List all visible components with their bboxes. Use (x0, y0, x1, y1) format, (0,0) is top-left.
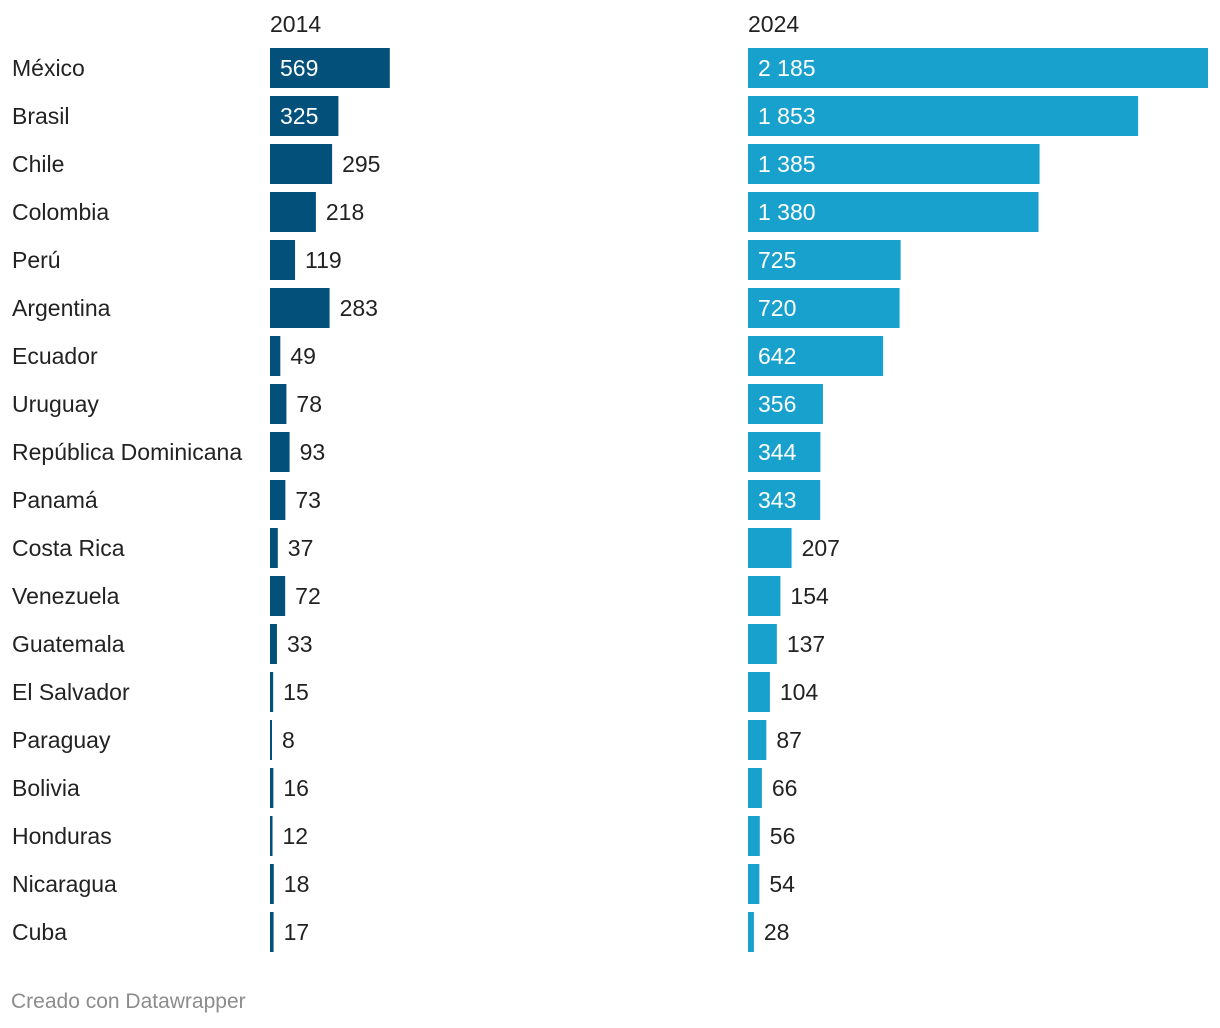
bar-2014 (270, 336, 281, 376)
data-label-2024: 725 (758, 247, 796, 273)
country-label: Ecuador (12, 343, 98, 369)
bar-2024 (748, 336, 884, 376)
bar-2024 (748, 672, 770, 712)
country-label: Honduras (12, 823, 112, 849)
data-label-2024: 356 (758, 391, 796, 417)
data-label-2024: 720 (758, 295, 796, 321)
bar-2024 (748, 864, 760, 904)
bar-2014 (270, 432, 290, 472)
bar-2014 (270, 576, 286, 616)
data-label-2014: 17 (284, 919, 310, 945)
data-label-2014: 15 (283, 679, 309, 705)
country-label: Costa Rica (12, 535, 125, 561)
data-label-2024: 104 (780, 679, 819, 705)
bar-2014 (270, 144, 333, 184)
data-label-2024: 137 (787, 631, 825, 657)
data-label-2014: 49 (290, 343, 316, 369)
bar-2014 (270, 720, 272, 760)
country-label: Nicaragua (12, 871, 117, 897)
data-label-2014: 12 (283, 823, 309, 849)
data-label-2014: 16 (283, 775, 309, 801)
bar-2014 (270, 912, 274, 952)
bar-2014 (270, 288, 330, 328)
bar-2024 (748, 96, 1139, 136)
bar-2014 (270, 192, 316, 232)
bar-2024 (748, 624, 777, 664)
data-label-2014: 78 (296, 391, 322, 417)
bar-2024 (748, 288, 900, 328)
bar-2014 (270, 672, 274, 712)
data-label-2024: 207 (802, 535, 840, 561)
data-label-2014: 37 (288, 535, 314, 561)
data-label-2024: 154 (790, 583, 829, 609)
series-header-2024: 2024 (748, 11, 799, 37)
data-label-2024: 1 380 (758, 199, 816, 225)
bar-2024 (748, 576, 781, 616)
bar-2014 (270, 240, 296, 280)
data-label-2024: 344 (758, 439, 797, 465)
data-label-2024: 56 (770, 823, 796, 849)
data-label-2024: 2 185 (758, 55, 816, 81)
bar-2014 (270, 768, 274, 808)
data-label-2014: 569 (280, 55, 318, 81)
country-label: Bolivia (12, 775, 80, 801)
data-label-2014: 33 (287, 631, 313, 657)
data-label-2024: 642 (758, 343, 796, 369)
country-label: Paraguay (12, 727, 111, 753)
bar-2014 (270, 624, 277, 664)
country-label: El Salvador (12, 679, 130, 705)
bar-2014 (270, 384, 287, 424)
data-label-2024: 1 853 (758, 103, 816, 129)
data-label-2014: 18 (284, 871, 310, 897)
country-label: Uruguay (12, 391, 99, 417)
bar-2024 (748, 480, 821, 520)
data-label-2014: 325 (280, 103, 318, 129)
series-header-2014: 2014 (270, 11, 321, 37)
bar-2024 (748, 432, 821, 472)
data-label-2024: 66 (772, 775, 798, 801)
data-label-2014: 119 (305, 247, 342, 273)
data-label-2014: 72 (295, 583, 321, 609)
data-label-2014: 8 (282, 727, 295, 753)
data-label-2024: 343 (758, 487, 796, 513)
data-label-2014: 283 (340, 295, 378, 321)
bar-2014 (270, 864, 274, 904)
data-label-2014: 218 (326, 199, 364, 225)
bar-2014 (270, 816, 273, 856)
country-label: Venezuela (12, 583, 120, 609)
country-label: Panamá (12, 487, 98, 513)
data-label-2024: 54 (769, 871, 795, 897)
bar-2014 (270, 528, 278, 568)
country-label: Perú (12, 247, 61, 273)
country-label: Guatemala (12, 631, 125, 657)
bar-2024 (748, 144, 1040, 184)
country-label: Chile (12, 151, 64, 177)
bar-2014 (270, 480, 286, 520)
country-label: México (12, 55, 85, 81)
data-label-2024: 87 (776, 727, 802, 753)
bar-2024 (748, 240, 901, 280)
data-label-2014: 295 (342, 151, 380, 177)
bar-2024 (748, 912, 754, 952)
bar-2024 (748, 528, 792, 568)
bar-2024 (748, 768, 762, 808)
bar-2014 (270, 48, 390, 88)
data-label-2024: 28 (764, 919, 790, 945)
bar-2024 (748, 384, 823, 424)
bar-2014 (270, 96, 339, 136)
bar-2024 (748, 48, 1208, 88)
country-label: Cuba (12, 919, 67, 945)
bar-2024 (748, 816, 760, 856)
data-label-2014: 73 (295, 487, 321, 513)
bar-2024 (748, 720, 767, 760)
bar-2024 (748, 192, 1039, 232)
country-label: Argentina (12, 295, 111, 321)
data-label-2014: 93 (300, 439, 326, 465)
country-label: Brasil (12, 103, 70, 129)
country-label: Colombia (12, 199, 109, 225)
data-label-2024: 1 385 (758, 151, 816, 177)
country-label: República Dominicana (12, 439, 242, 465)
credit-footer: Creado con Datawrapper (11, 990, 246, 1013)
